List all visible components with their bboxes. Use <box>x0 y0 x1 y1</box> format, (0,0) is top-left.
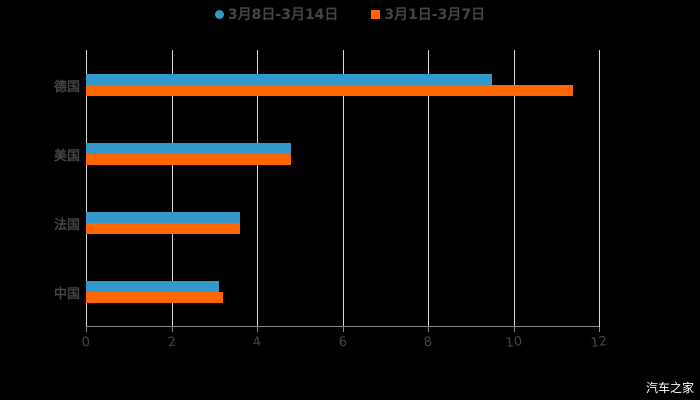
bar[interactable] <box>86 292 223 304</box>
watermark: 汽车之家 <box>645 381 694 395</box>
chart-legend: 3月8日-3月14日 3月1日-3月7日 <box>0 4 700 24</box>
x-tick-label: 0 <box>80 334 92 351</box>
y-category-label: 德国 <box>53 79 80 95</box>
x-tick-label: 2 <box>166 334 177 351</box>
legend-label: 3月8日-3月14日 <box>227 7 339 23</box>
x-tick-label: 4 <box>251 334 263 351</box>
gridline <box>342 50 344 327</box>
x-tick <box>513 327 515 332</box>
y-category-label: 中国 <box>53 287 80 303</box>
bar[interactable] <box>86 223 240 235</box>
legend-item-series-2[interactable]: 3月1日-3月7日 <box>371 4 485 24</box>
x-tick-label: 10 <box>504 333 523 352</box>
gridline <box>257 50 258 327</box>
x-tick <box>257 327 258 332</box>
y-category-label: 法国 <box>53 218 80 234</box>
x-tick-label: 12 <box>589 333 609 352</box>
x-tick <box>599 327 600 332</box>
x-tick <box>86 327 87 332</box>
x-tick <box>342 327 344 332</box>
gridline <box>428 50 429 327</box>
x-tick <box>428 327 429 332</box>
bar[interactable] <box>86 84 574 96</box>
y-category-label: 美国 <box>53 148 80 164</box>
x-tick-label: 8 <box>422 334 434 351</box>
plot-area <box>86 50 600 332</box>
legend-circle-icon <box>214 9 224 19</box>
gridline <box>513 50 515 327</box>
gridline <box>599 50 600 327</box>
bar[interactable] <box>86 142 292 154</box>
x-tick-label: 6 <box>337 334 348 351</box>
y-axis-line <box>86 50 87 327</box>
x-axis-line <box>86 326 599 327</box>
legend-label: 3月1日-3月7日 <box>384 7 486 23</box>
bar[interactable] <box>86 281 219 293</box>
gridline <box>171 50 173 327</box>
legend-square-icon <box>371 9 381 19</box>
bar[interactable] <box>86 212 240 224</box>
legend-item-series-1[interactable]: 3月8日-3月14日 <box>214 4 339 24</box>
x-tick <box>171 327 173 332</box>
bar[interactable] <box>86 73 493 85</box>
bar[interactable] <box>86 153 292 165</box>
